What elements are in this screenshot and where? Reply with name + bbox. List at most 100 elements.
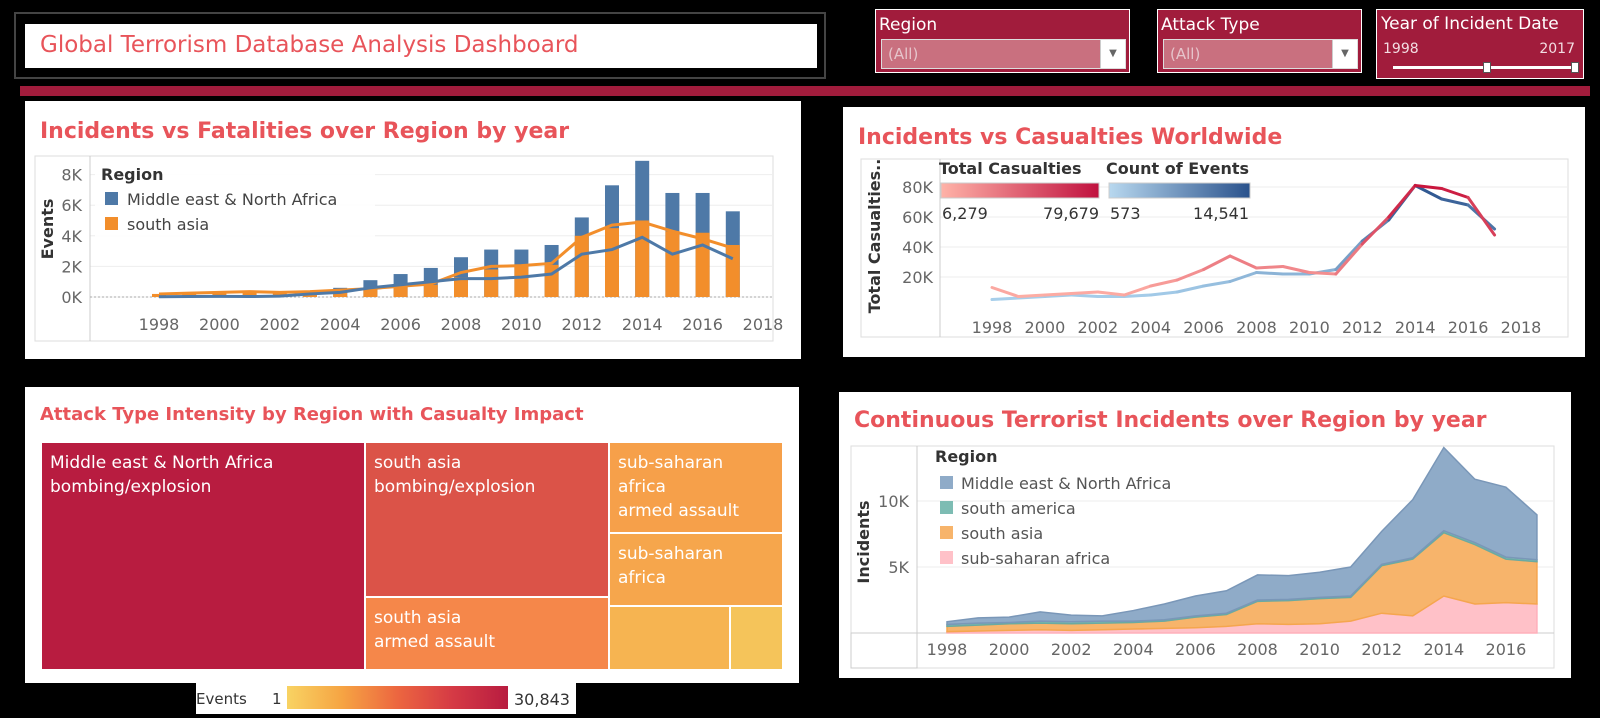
region-select[interactable]: (All) ▼: [881, 39, 1126, 69]
chart2-svg: 80K 60K 40K 20K Total Casualties.. 1998 2000 20…: [860, 158, 1569, 338]
chart2-legend-events-min: 573: [1110, 204, 1141, 223]
chart2-legend-events-title: Count of Events: [1106, 159, 1249, 178]
chart4-y-tick: 5K: [888, 558, 909, 577]
chart1-y-tick: 2K: [61, 257, 82, 276]
year-max: 2017: [1539, 41, 1575, 57]
chevron-down-icon[interactable]: ▼: [1332, 40, 1357, 68]
year-min: 1998: [1383, 41, 1419, 57]
chart2-line-casualties-segment: [1122, 284, 1153, 297]
treemap-cell-small-2[interactable]: [730, 606, 783, 670]
chart4-x-tick: 1998: [927, 640, 968, 659]
chart1-x-tick: 2012: [561, 315, 602, 334]
chart1-x-tick: 2016: [682, 315, 723, 334]
chart1-x-tick: 2018: [743, 315, 784, 334]
chart2-x-tick: 2002: [1077, 318, 1118, 337]
chart2-line-casualties-segment: [1175, 268, 1206, 282]
title-frame: [14, 12, 826, 79]
chart4-x-tick: 2004: [1113, 640, 1154, 659]
chart1-bar-south-asia: [484, 269, 499, 297]
panel2-title: Incidents vs Casualties Worldwide: [858, 125, 1283, 150]
chart2-line-casualties-segment: [1202, 254, 1232, 271]
attack-type-select-value: (All): [1170, 45, 1201, 63]
chart2-line-events-segment: [1228, 271, 1258, 283]
year-slider-handle-end[interactable]: [1571, 62, 1579, 73]
year-slider-handle-start[interactable]: [1483, 62, 1491, 73]
panel-attack-type-treemap: Attack Type Intensity by Region with Cas…: [25, 387, 799, 683]
chart1-plot-frame: [34, 155, 774, 342]
chart1-bar-south-asia: [605, 228, 619, 297]
chart2-line-casualties-segment: [1096, 290, 1126, 297]
chart2-line-events-segment: [1440, 197, 1470, 207]
chart2-line-events-segment: [990, 296, 1020, 301]
treemap-cell-label: south asia: [374, 608, 462, 628]
chart2-line-events-segment: [1202, 280, 1232, 288]
chart1-bar-south-asia: [665, 231, 680, 297]
chart1-y-tick: 6K: [61, 196, 82, 215]
chart4-x-tick: 2006: [1175, 640, 1216, 659]
treemap-cell-ssa-armed-assault[interactable]: sub-saharan africa armed assault: [609, 442, 783, 533]
chart4-legend-item: south asia: [961, 524, 1043, 543]
chart1-bar-south-asia: [635, 220, 650, 297]
chart1-bar-south-asia: [695, 232, 710, 297]
chart1-legend-bg: [95, 159, 375, 249]
attack-type-select[interactable]: (All) ▼: [1163, 39, 1358, 69]
treemap-cell-mena-bombing[interactable]: Middle east & North Africa bombing/explo…: [41, 442, 365, 670]
chart2-line-events-segment: [1255, 271, 1285, 276]
chart1-y-tick: 0K: [61, 288, 82, 307]
chart2-x-tick: 2012: [1342, 318, 1383, 337]
chart2-x-tick: 2014: [1395, 318, 1436, 337]
chart2-y-tick: 60K: [902, 208, 933, 227]
chart2-y-label: Total Casualties..: [865, 159, 884, 314]
treemap-cell-south-asia-bombing[interactable]: south asia bombing/explosion: [365, 442, 609, 597]
chart4-x-tick: 2000: [989, 640, 1030, 659]
chart1-legend-item: Middle east & North Africa: [127, 190, 337, 209]
chart2-line-events-segment: [1175, 284, 1206, 294]
chart1-bar-south-asia: [514, 266, 529, 297]
chart1-x-tick: 2006: [380, 315, 421, 334]
chart1-bar-south-asia: [725, 244, 740, 297]
chart4-legend-swatch: [940, 551, 953, 564]
chart4-y-tick: 10K: [878, 492, 909, 511]
treemap-cell-small-1[interactable]: [609, 606, 730, 670]
panel4-title: Continuous Terrorist Incidents over Regi…: [854, 408, 1487, 433]
chart4-legend-item: sub-saharan africa: [961, 549, 1110, 568]
chart2-legend-casualties-title: Total Casualties: [939, 159, 1082, 178]
region-filter: Region (All) ▼: [875, 9, 1130, 73]
chart1-x-tick: 2014: [622, 315, 663, 334]
chart4-corner-box: [850, 632, 918, 669]
chart2-line-casualties-segment: [1466, 196, 1497, 237]
chart2-line-casualties-segment: [1149, 278, 1179, 288]
chart2-x-tick: 2016: [1448, 318, 1489, 337]
treemap-cell-label: armed assault: [618, 501, 740, 521]
chart2-x-tick: 1998: [972, 318, 1013, 337]
chart4-x-tick: 2012: [1361, 640, 1402, 659]
chart1-x-tick: 2002: [259, 315, 300, 334]
treemap-cell-label: Middle east & North Africa: [50, 453, 274, 473]
chart1-bar-south-asia: [212, 292, 227, 297]
chart2-line-casualties-segment: [1228, 254, 1258, 270]
chart2-x-tick: 2010: [1289, 318, 1330, 337]
panel-incidents-fatalities: Incidents vs Fatalities over Region by y…: [25, 101, 801, 359]
chart4-legend-item: Middle east & North Africa: [961, 474, 1171, 493]
treemap-cell-label: africa: [618, 477, 666, 497]
chart4-legend-swatch: [940, 526, 953, 539]
treemap-cell-south-asia-armed-assault[interactable]: south asia armed assault: [365, 597, 609, 670]
treemap-cell-ssa[interactable]: sub-saharan africa: [609, 533, 783, 606]
chart4-legend-swatch: [940, 476, 953, 489]
dashboard-title: Global Terrorism Database Analysis Dashb…: [40, 32, 579, 58]
chart2-line-casualties-segment: [1016, 293, 1047, 298]
chart2-line-casualties-segment: [1387, 184, 1417, 219]
chart2-line-casualties-segment: [1334, 242, 1364, 276]
chart1-bar-south-asia: [272, 291, 287, 297]
chart1-bar-south-asia: [423, 284, 438, 297]
chevron-down-icon[interactable]: ▼: [1100, 40, 1125, 68]
year-filter: Year of Incident Date 1998 2017: [1376, 9, 1584, 79]
year-filter-label: Year of Incident Date: [1381, 14, 1559, 34]
attack-type-filter-label: Attack Type: [1161, 15, 1260, 35]
events-legend-min: 1: [272, 690, 282, 708]
events-color-legend: Events 1 30,843: [196, 682, 576, 714]
events-legend-gradient: [287, 686, 508, 709]
panel1-title: Incidents vs Fatalities over Region by y…: [40, 119, 570, 144]
dashboard-title-box: Global Terrorism Database Analysis Dashb…: [25, 24, 817, 68]
chart1-x-tick: 1998: [139, 315, 180, 334]
